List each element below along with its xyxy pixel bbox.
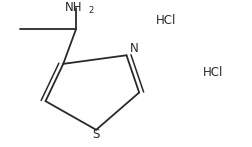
Text: N: N — [130, 42, 139, 55]
Text: NH: NH — [64, 1, 82, 14]
Text: 2: 2 — [88, 6, 93, 15]
Text: S: S — [92, 128, 100, 141]
Text: HCl: HCl — [202, 66, 222, 79]
Text: HCl: HCl — [155, 14, 175, 27]
